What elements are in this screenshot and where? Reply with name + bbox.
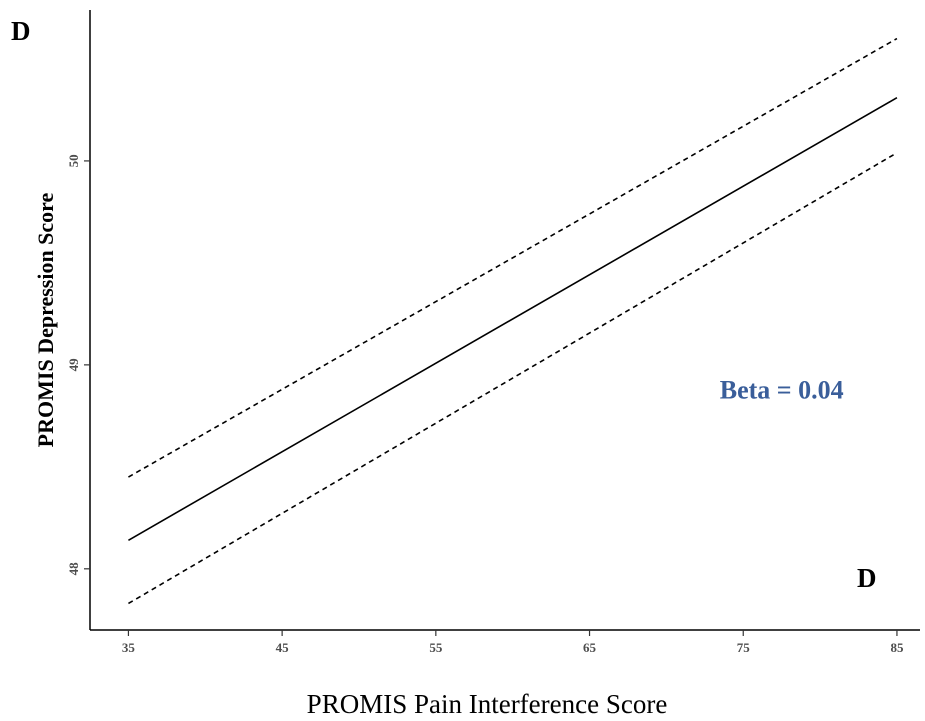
y-tick-label: 49 <box>66 358 81 372</box>
x-tick-label: 65 <box>583 640 597 655</box>
x-tick-label: 75 <box>737 640 751 655</box>
x-ticks: 35 45 55 65 75 85 <box>122 630 904 655</box>
beta-annotation: Beta = 0.04 <box>720 375 844 404</box>
upper-ci-line <box>128 37 898 478</box>
lower-ci-line <box>128 152 898 605</box>
y-tick-label: 48 <box>66 562 81 576</box>
x-tick-label: 55 <box>429 640 443 655</box>
x-tick-label: 45 <box>276 640 290 655</box>
panel-label: D <box>11 16 31 46</box>
x-tick-label: 85 <box>890 640 904 655</box>
series-layer <box>128 37 898 605</box>
regression-line <box>128 97 898 541</box>
y-axis-title: PROMIS Depression Score <box>33 192 58 447</box>
y-ticks: 48 49 50 <box>66 154 90 575</box>
x-axis-title: PROMIS Pain Interference Score <box>307 689 668 719</box>
y-tick-label: 50 <box>66 154 81 167</box>
x-tick-label: 35 <box>122 640 136 655</box>
panel-label-inset: D <box>857 563 877 593</box>
